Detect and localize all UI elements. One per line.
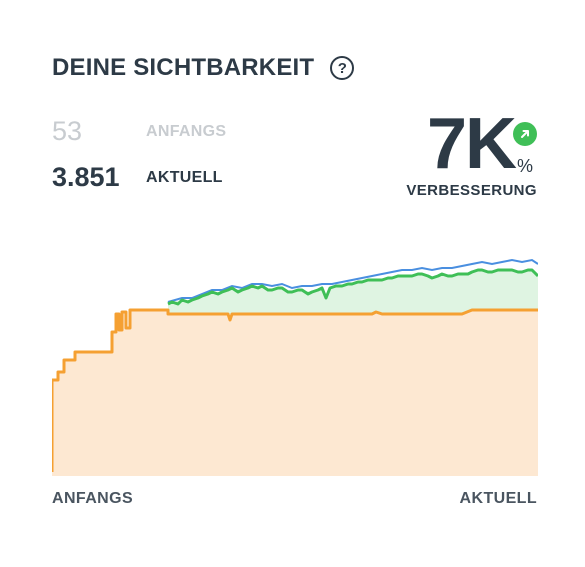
orange-series-line (52, 308, 538, 472)
improvement-unit: % (516, 156, 533, 176)
green-series-line (167, 268, 538, 306)
improvement-block: 7K % VERBESSERUNG (357, 104, 537, 204)
arrow-up-right-icon (513, 122, 537, 146)
current-value: 3.851 (52, 162, 120, 192)
orange-area (52, 310, 538, 476)
initial-stat: 53 ANFANGS (52, 116, 226, 147)
initial-label: ANFANGS (146, 122, 227, 140)
improvement-value: 7K (426, 104, 517, 184)
current-label: AKTUELL (146, 168, 223, 186)
visibility-chart (52, 258, 538, 476)
axis-end-label: AKTUELL (459, 490, 537, 507)
current-stat: 3.851 AKTUELL (52, 162, 223, 193)
green-area (168, 270, 538, 314)
title-row: DEINE SICHTBARKEIT ? (52, 52, 355, 84)
improvement-label: VERBESSERUNG (406, 182, 537, 199)
initial-value: 53 (52, 116, 83, 146)
blue-series-line (167, 258, 538, 303)
axis-start-label: ANFANGS (52, 490, 134, 507)
card-title: DEINE SICHTBARKEIT (52, 54, 315, 81)
question-circle-icon[interactable]: ? (330, 56, 355, 80)
